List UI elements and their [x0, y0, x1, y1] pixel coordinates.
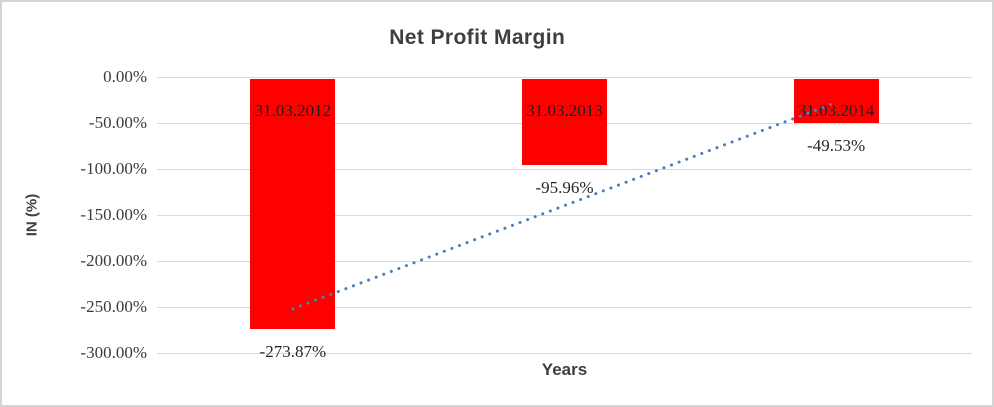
bar-31.03.2012 — [250, 79, 336, 329]
trendline — [291, 100, 838, 311]
y-axis-tick-label: -100.00% — [80, 159, 147, 178]
gridline — [157, 215, 972, 216]
bar-category-label: 31.03.2013 — [526, 101, 603, 120]
y-axis-tick-label: -150.00% — [80, 205, 147, 224]
gridline — [157, 77, 972, 78]
bar-value-label: -273.87% — [259, 341, 327, 361]
y-axis-tick-label: -300.00% — [80, 343, 147, 362]
gridline — [157, 169, 972, 170]
bar-value-label: -95.96% — [535, 178, 594, 198]
bar-value-label: -49.53% — [807, 135, 866, 155]
y-axis-tick-label: -200.00% — [80, 251, 147, 270]
plot-area: 31.03.2012 -273.87% 31.03.2013 -95.96% 31.03… — [157, 77, 972, 361]
x-axis-title: Years — [541, 360, 588, 379]
bar-31.03.2013 — [522, 79, 607, 166]
gridline — [157, 353, 972, 354]
bar-category-label: 31.03.2014 — [797, 101, 875, 120]
y-axis-tick-label: 0.00% — [103, 67, 147, 86]
bar-category-label: 31.03.2012 — [254, 101, 332, 120]
bar-31.03.2014 — [793, 79, 879, 123]
y-axis-tick-label: -250.00% — [80, 297, 147, 316]
y-axis-tick-labels: 0.00% -50.00% -100.00% -150.00% -200.00% -250… — [2, 67, 147, 362]
trendline-path — [291, 100, 838, 311]
gridline — [157, 261, 972, 262]
chart-title: Net Profit Margin — [389, 26, 566, 49]
gridline — [157, 307, 972, 308]
y-axis-tick-label: -50.00% — [88, 113, 147, 132]
